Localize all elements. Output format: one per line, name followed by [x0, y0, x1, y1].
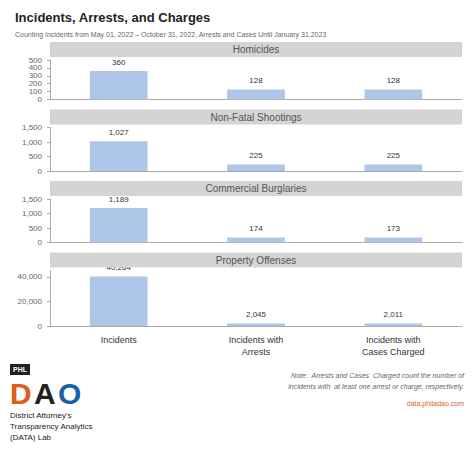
svg-text:0: 0 [38, 322, 43, 331]
svg-text:D: D [10, 377, 32, 410]
svg-text:Arrests: Arrests [242, 347, 271, 357]
svg-text:0: 0 [38, 95, 43, 104]
svg-text:2,011: 2,011 [384, 310, 404, 319]
svg-text:A: A [34, 377, 56, 410]
svg-text:128: 128 [249, 76, 263, 85]
svg-text:500: 500 [29, 224, 43, 233]
svg-text:225: 225 [387, 151, 401, 160]
svg-text:Incidents with: Incidents with [366, 335, 421, 345]
svg-text:(DATA) Lab: (DATA) Lab [10, 433, 52, 442]
svg-text:Homicides: Homicides [233, 44, 280, 55]
svg-text:200: 200 [29, 79, 43, 88]
svg-text:1,000: 1,000 [22, 209, 43, 218]
svg-text:40,000: 40,000 [18, 272, 43, 281]
svg-text:174: 174 [249, 224, 263, 233]
svg-text:1,189: 1,189 [108, 194, 129, 204]
svg-text:O: O [58, 377, 81, 410]
svg-text:data.philadao.com: data.philadao.com [407, 400, 464, 408]
svg-text:20,000: 20,000 [18, 297, 43, 306]
svg-text:100: 100 [29, 87, 43, 96]
svg-text:Incidents: Incidents [101, 335, 138, 345]
svg-text:1,000: 1,000 [22, 138, 43, 147]
svg-text:incidents with at least one a: incidents with at least one arrest or ch… [288, 383, 464, 391]
svg-text:2,045: 2,045 [246, 310, 267, 319]
svg-text:Non-Fatal Shootings: Non-Fatal Shootings [210, 112, 301, 123]
svg-text:Counting Incidents from May 01: Counting Incidents from May 01, 2022 – O… [15, 31, 326, 39]
svg-text:0: 0 [38, 167, 43, 176]
svg-text:1,500: 1,500 [22, 123, 43, 132]
svg-text:Incidents, Arrests, and Charge: Incidents, Arrests, and Charges [15, 10, 210, 25]
svg-text:Note: Arrests and Cases Char: Note: Arrests and Cases Charged count th… [291, 372, 465, 380]
svg-text:225: 225 [249, 151, 263, 160]
svg-text:360: 360 [112, 58, 126, 67]
svg-text:173: 173 [387, 224, 401, 233]
svg-text:500: 500 [29, 56, 43, 65]
svg-text:Transparency Analytics: Transparency Analytics [10, 422, 92, 431]
svg-text:300: 300 [29, 71, 43, 80]
svg-text:1,027: 1,027 [109, 128, 130, 137]
svg-text:500: 500 [29, 152, 43, 161]
svg-text:Property Offenses: Property Offenses [216, 255, 296, 266]
svg-text:1,500: 1,500 [22, 195, 43, 204]
svg-text:Commercial Burglaries: Commercial Burglaries [205, 183, 306, 194]
svg-text:400: 400 [29, 63, 43, 72]
svg-text:128: 128 [387, 76, 401, 85]
svg-text:0: 0 [38, 238, 43, 247]
svg-text:PHL: PHL [13, 366, 28, 373]
svg-text:Incidents with: Incidents with [229, 335, 284, 345]
svg-text:District Attorney's: District Attorney's [10, 411, 72, 420]
svg-text:Cases Charged: Cases Charged [362, 347, 425, 357]
